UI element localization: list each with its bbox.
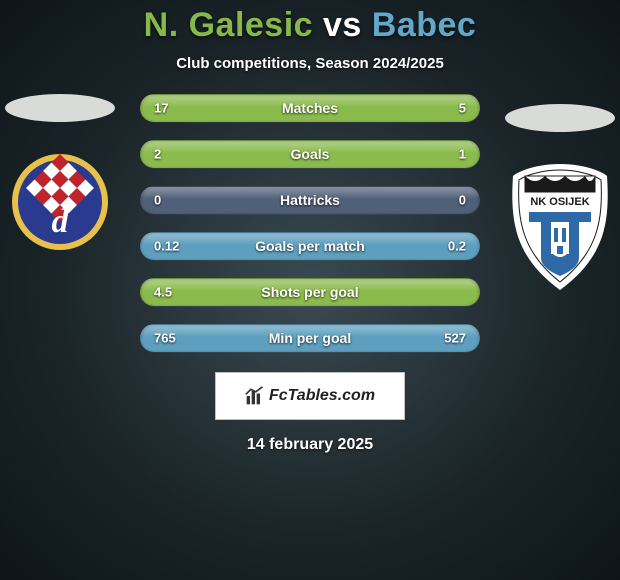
title-player1: N. Galesic [144,6,313,44]
comparison-arena: d NK OSIJEK [0,94,620,352]
stat-value-right: 0 [459,193,466,208]
dinamo-zagreb-crest-icon: d [10,152,110,252]
team-logo-right: NK OSIJEK [505,162,615,292]
stat-value-left: 0.12 [154,239,179,254]
brand-text: FcTables.com [269,387,375,405]
stat-label: Matches [282,100,338,116]
right-side: NK OSIJEK [500,94,620,292]
stat-row: 765 Min per goal 527 [140,324,480,352]
stat-row: 17 Matches 5 [140,94,480,122]
stat-value-right: 1 [459,147,466,162]
stat-row: 2 Goals 1 [140,140,480,168]
stat-value-right: 527 [444,331,466,346]
stat-value-left: 2 [154,147,161,162]
player-shadow-right [505,104,615,132]
stat-value-left: 4.5 [154,285,172,300]
stat-value-right: 5 [459,101,466,116]
title-player2: Babec [372,6,477,44]
stat-row: 4.5 Shots per goal [140,278,480,306]
brand-box[interactable]: FcTables.com [215,372,405,420]
stat-value-left: 765 [154,331,176,346]
chart-bars-icon [245,386,265,406]
stat-row: 0 Hattricks 0 [140,186,480,214]
stat-label: Goals per match [255,238,365,254]
stat-value-right: 0.2 [448,239,466,254]
svg-text:NK OSIJEK: NK OSIJEK [530,196,589,208]
stat-label: Goals [291,146,330,162]
stat-label: Min per goal [269,330,351,346]
stat-label: Hattricks [280,192,340,208]
svg-text:d: d [52,203,70,240]
player-shadow-left [5,94,115,122]
title-vs: vs [313,6,372,44]
content-wrapper: N. Galesic vs Babec Club competitions, S… [0,0,620,580]
stat-label: Shots per goal [261,284,358,300]
team-logo-left: d [10,152,110,252]
page-title: N. Galesic vs Babec [144,6,477,45]
stat-row: 0.12 Goals per match 0.2 [140,232,480,260]
stats-list: 17 Matches 5 2 Goals 1 0 Hattricks 0 0.12 Goals pe… [140,94,480,352]
left-side: d [0,94,120,252]
date-label: 14 february 2025 [247,436,373,454]
stat-value-left: 17 [154,101,168,116]
nk-osijek-crest-icon: NK OSIJEK [505,162,615,292]
stat-value-left: 0 [154,193,161,208]
subtitle: Club competitions, Season 2024/2025 [176,55,444,72]
